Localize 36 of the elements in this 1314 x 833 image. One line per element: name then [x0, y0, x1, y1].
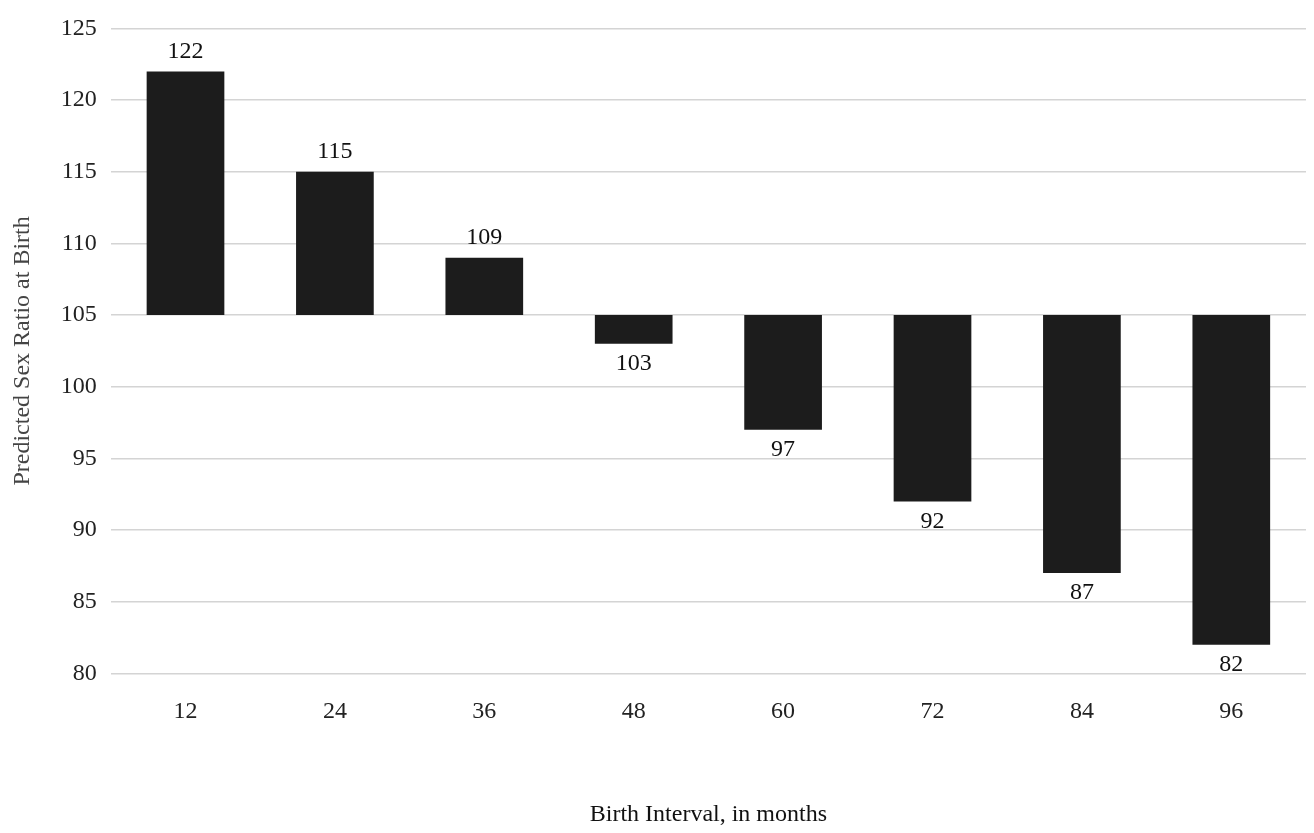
- y-tick-label: 100: [60, 372, 97, 399]
- x-tick-label: 60: [771, 697, 796, 724]
- data-label: 97: [771, 435, 796, 462]
- x-tick-label: 12: [173, 697, 198, 724]
- data-label: 115: [317, 137, 353, 164]
- x-axis-title: Birth Interval, in months: [589, 799, 828, 826]
- bar: [1043, 315, 1121, 574]
- bar: [893, 315, 972, 502]
- bar: [146, 71, 225, 316]
- x-tick-label: 36: [472, 697, 497, 724]
- x-tick-label: 72: [920, 697, 945, 724]
- bar: [1192, 315, 1271, 645]
- y-tick-label: 85: [72, 587, 97, 614]
- y-tick-label: 125: [60, 13, 97, 40]
- y-tick-label: 110: [61, 228, 97, 255]
- x-tick-label: 24: [322, 697, 347, 724]
- bar: [445, 257, 524, 316]
- bar: [744, 315, 822, 430]
- y-axis-title: Predicted Sex Ratio at Birth: [7, 216, 34, 486]
- x-tick-label: 96: [1219, 697, 1244, 724]
- x-tick-label: 84: [1069, 697, 1094, 724]
- y-tick-label: 120: [60, 85, 97, 112]
- data-label: 87: [1069, 578, 1094, 605]
- y-tick-label: 95: [72, 443, 97, 470]
- data-label: 92: [920, 506, 945, 533]
- data-label: 122: [167, 36, 204, 63]
- y-tick-label: 115: [61, 157, 97, 184]
- y-tick-label: 80: [72, 658, 97, 685]
- data-label: 103: [615, 349, 652, 376]
- y-tick-label: 105: [60, 300, 97, 327]
- data-label: 109: [466, 223, 503, 250]
- data-label: 82: [1219, 650, 1244, 677]
- bar: [296, 171, 374, 316]
- x-tick-label: 48: [621, 697, 646, 724]
- bar: [594, 315, 673, 344]
- y-tick-label: 90: [72, 515, 97, 542]
